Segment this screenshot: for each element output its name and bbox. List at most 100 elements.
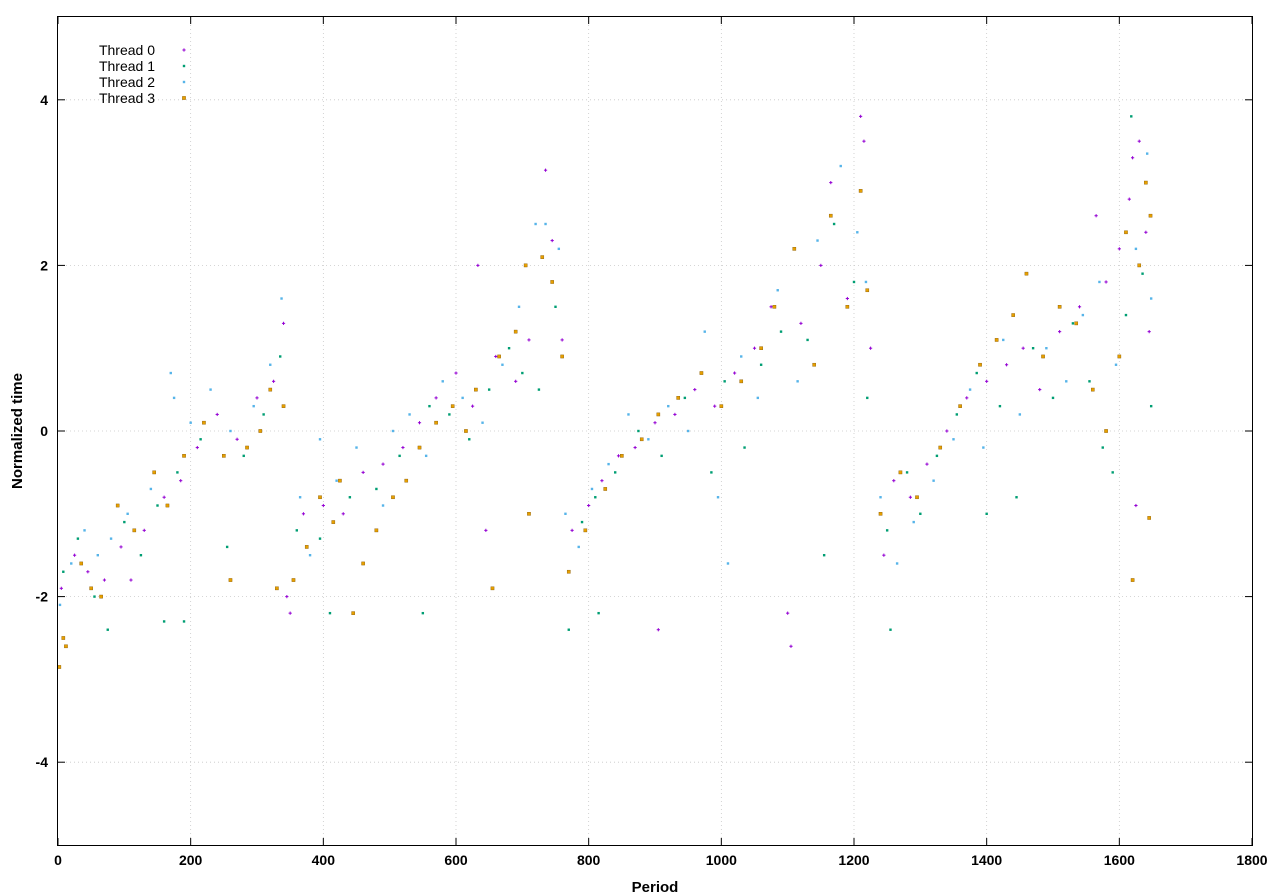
data-point-thread-1 bbox=[779, 330, 783, 333]
data-point-thread-1 bbox=[1031, 347, 1035, 350]
series-thread-0 bbox=[59, 114, 1151, 648]
data-point-thread-1 bbox=[1071, 322, 1075, 325]
data-point-thread-1 bbox=[225, 545, 229, 549]
data-point-thread-3 bbox=[64, 644, 68, 649]
data-point-thread-3 bbox=[812, 362, 816, 367]
data-point-thread-1 bbox=[139, 554, 143, 557]
data-point-thread-0 bbox=[560, 338, 564, 342]
data-point-thread-0 bbox=[908, 495, 912, 499]
data-point-thread-0 bbox=[321, 503, 325, 508]
data-point-thread-0 bbox=[341, 512, 345, 516]
data-point-thread-3 bbox=[61, 636, 66, 640]
data-point-thread-2 bbox=[667, 404, 670, 408]
data-point-thread-0 bbox=[215, 412, 219, 417]
data-point-thread-0 bbox=[470, 404, 475, 408]
data-point-thread-3 bbox=[258, 429, 263, 433]
x-tick-label: 600 bbox=[444, 852, 468, 868]
data-point-thread-1 bbox=[242, 454, 245, 458]
data-point-thread-3 bbox=[719, 404, 724, 408]
data-point-thread-1 bbox=[182, 620, 186, 623]
x-tick-label: 1600 bbox=[1104, 852, 1135, 868]
data-point-thread-3 bbox=[245, 445, 249, 450]
data-point-thread-1 bbox=[852, 280, 856, 284]
data-point-thread-3 bbox=[656, 412, 661, 417]
data-point-thread-3 bbox=[361, 561, 365, 566]
legend-marker bbox=[182, 48, 186, 52]
data-point-thread-1 bbox=[759, 363, 763, 366]
data-point-thread-3 bbox=[79, 561, 84, 566]
data-point-thread-1 bbox=[421, 611, 425, 615]
data-point-thread-2 bbox=[912, 520, 915, 524]
data-point-thread-2 bbox=[544, 222, 547, 226]
data-point-thread-3 bbox=[994, 338, 999, 342]
legend-marker bbox=[182, 96, 186, 100]
data-point-thread-3 bbox=[1117, 354, 1122, 359]
data-point-thread-1 bbox=[1088, 380, 1091, 383]
data-point-thread-1 bbox=[822, 554, 826, 557]
data-point-thread-2 bbox=[517, 305, 521, 308]
data-point-thread-0 bbox=[752, 346, 757, 350]
data-point-thread-2 bbox=[1002, 338, 1005, 342]
data-point-thread-2 bbox=[58, 603, 62, 607]
data-point-thread-2 bbox=[280, 297, 283, 300]
data-point-thread-0 bbox=[733, 371, 737, 375]
x-tick-label: 800 bbox=[577, 852, 601, 868]
data-point-thread-0 bbox=[1127, 197, 1131, 201]
data-point-thread-2 bbox=[564, 512, 567, 515]
data-point-thread-3 bbox=[351, 611, 355, 615]
data-point-thread-2 bbox=[229, 429, 232, 433]
y-tick-label: 0 bbox=[40, 423, 48, 439]
data-point-thread-0 bbox=[288, 611, 292, 615]
data-point-thread-3 bbox=[281, 404, 286, 408]
data-point-thread-2 bbox=[740, 355, 743, 358]
data-point-thread-2 bbox=[864, 280, 868, 284]
data-point-thread-3 bbox=[434, 420, 438, 425]
data-point-thread-2 bbox=[1018, 413, 1022, 416]
data-point-thread-1 bbox=[1101, 446, 1104, 449]
data-point-thread-0 bbox=[786, 611, 790, 615]
data-point-thread-1 bbox=[521, 371, 524, 375]
data-point-thread-0 bbox=[1134, 503, 1138, 508]
data-point-thread-1 bbox=[905, 471, 909, 474]
y-axis-title: Normalized time bbox=[9, 373, 26, 489]
data-point-thread-0 bbox=[570, 528, 574, 532]
data-point-thread-2 bbox=[381, 504, 385, 507]
data-point-thread-2 bbox=[408, 413, 411, 416]
data-point-thread-2 bbox=[298, 496, 302, 499]
data-point-thread-0 bbox=[769, 305, 773, 309]
data-point-thread-0 bbox=[587, 503, 591, 508]
data-point-thread-3 bbox=[898, 470, 903, 475]
data-point-thread-2 bbox=[1045, 347, 1048, 350]
data-point-thread-3 bbox=[115, 503, 120, 508]
data-point-thread-3 bbox=[527, 512, 531, 516]
data-point-thread-1 bbox=[743, 446, 746, 449]
data-point-thread-2 bbox=[796, 380, 799, 383]
data-point-thread-2 bbox=[686, 429, 690, 433]
data-point-thread-1 bbox=[348, 496, 352, 499]
data-point-thread-3 bbox=[620, 454, 624, 458]
data-point-thread-3 bbox=[474, 387, 478, 392]
legend-label: Thread 1 bbox=[99, 58, 155, 74]
data-point-thread-2 bbox=[607, 462, 610, 466]
data-point-thread-2 bbox=[776, 289, 779, 292]
data-point-thread-2 bbox=[1145, 152, 1149, 155]
data-point-thread-1 bbox=[1141, 272, 1144, 275]
data-point-thread-1 bbox=[580, 520, 584, 524]
data-point-thread-3 bbox=[915, 495, 919, 500]
data-point-thread-2 bbox=[856, 231, 859, 234]
data-point-thread-3 bbox=[639, 437, 644, 442]
data-point-thread-0 bbox=[86, 570, 90, 574]
data-point-thread-3 bbox=[1041, 354, 1045, 359]
data-point-thread-2 bbox=[952, 438, 955, 441]
data-point-thread-2 bbox=[355, 446, 358, 449]
data-point-thread-2 bbox=[424, 454, 428, 458]
data-point-thread-0 bbox=[1131, 156, 1135, 160]
axis-ticks: 0 200 400 600 800 1000 1200 1400 1600 1800 -4 -2 0 2 4 bbox=[36, 17, 1268, 868]
data-point-thread-1 bbox=[919, 512, 922, 515]
data-point-thread-2 bbox=[703, 330, 706, 333]
data-point-thread-3 bbox=[1130, 578, 1135, 582]
y-tick-label: 2 bbox=[40, 257, 48, 273]
data-point-thread-1 bbox=[1111, 471, 1114, 474]
data-point-thread-1 bbox=[279, 355, 282, 358]
